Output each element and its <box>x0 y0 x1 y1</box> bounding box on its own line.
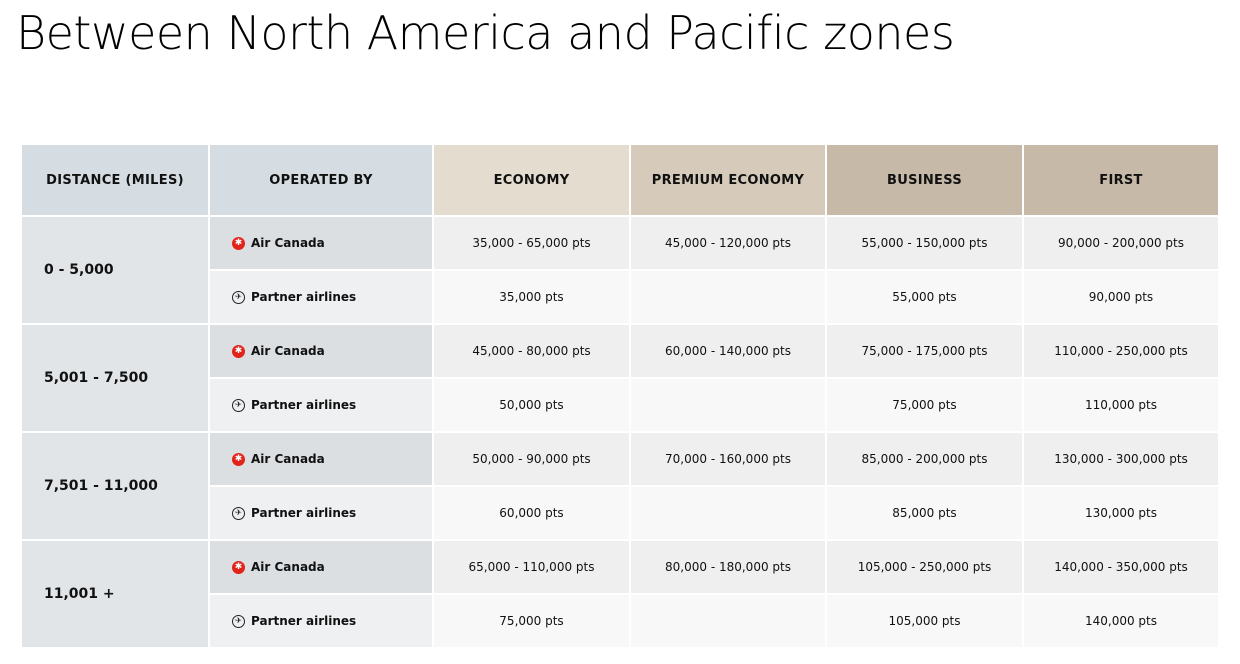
award-chart-table: DISTANCE (MILES) OPERATED BY ECONOMY PREMIU… <box>22 145 1218 647</box>
points-cell: 55,000 - 150,000 pts <box>827 217 1022 269</box>
operator-label: Partner airlines <box>251 614 357 628</box>
points-cell: 105,000 - 250,000 pts <box>827 541 1022 593</box>
plane-icon: ✈ <box>232 614 245 628</box>
points-cell: 75,000 - 175,000 pts <box>827 325 1022 377</box>
column-header: FIRST <box>1024 145 1218 215</box>
distance-cell: 11,001 + <box>22 541 208 647</box>
points-cell <box>631 271 825 323</box>
points-cell: 70,000 - 160,000 pts <box>631 433 825 485</box>
points-cell <box>631 595 825 647</box>
points-cell: 65,000 - 110,000 pts <box>434 541 629 593</box>
operator-label: Air Canada <box>251 560 325 574</box>
points-cell: 60,000 pts <box>434 487 629 539</box>
points-cell: 90,000 - 200,000 pts <box>1024 217 1218 269</box>
points-cell: 75,000 pts <box>434 595 629 647</box>
distance-cell: 0 - 5,000 <box>22 217 208 323</box>
plane-icon: ✈ <box>232 506 245 520</box>
points-cell: 130,000 pts <box>1024 487 1218 539</box>
operator-cell: ✱ Air Canada <box>210 433 432 485</box>
operator-cell: ✈ Partner airlines <box>210 487 432 539</box>
column-header: DISTANCE (MILES) <box>22 145 208 215</box>
operator-cell: ✈ Partner airlines <box>210 595 432 647</box>
operator-cell: ✈ Partner airlines <box>210 379 432 431</box>
points-cell <box>631 487 825 539</box>
maple-leaf-icon: ✱ <box>232 344 245 358</box>
operator-cell: ✈ Partner airlines <box>210 271 432 323</box>
column-header: ECONOMY <box>434 145 629 215</box>
page-title: Between North America and Pacific zones <box>16 6 955 60</box>
points-cell: 80,000 - 180,000 pts <box>631 541 825 593</box>
operator-label: Partner airlines <box>251 398 357 412</box>
operator-cell: ✱ Air Canada <box>210 541 432 593</box>
operator-label: Air Canada <box>251 452 325 466</box>
points-cell: 85,000 pts <box>827 487 1022 539</box>
operator-cell: ✱ Air Canada <box>210 217 432 269</box>
operator-cell: ✱ Air Canada <box>210 325 432 377</box>
operator-label: Air Canada <box>251 344 325 358</box>
maple-leaf-icon: ✱ <box>232 452 245 466</box>
points-cell: 90,000 pts <box>1024 271 1218 323</box>
points-cell: 45,000 - 120,000 pts <box>631 217 825 269</box>
points-cell: 130,000 - 300,000 pts <box>1024 433 1218 485</box>
points-cell: 35,000 pts <box>434 271 629 323</box>
column-header: BUSINESS <box>827 145 1022 215</box>
plane-icon: ✈ <box>232 290 245 304</box>
column-header: OPERATED BY <box>210 145 432 215</box>
column-header: PREMIUM ECONOMY <box>631 145 825 215</box>
points-cell: 50,000 pts <box>434 379 629 431</box>
points-cell: 75,000 pts <box>827 379 1022 431</box>
points-cell: 35,000 - 65,000 pts <box>434 217 629 269</box>
points-cell <box>631 379 825 431</box>
points-cell: 105,000 pts <box>827 595 1022 647</box>
points-cell: 110,000 pts <box>1024 379 1218 431</box>
maple-leaf-icon: ✱ <box>232 236 245 250</box>
operator-label: Partner airlines <box>251 290 357 304</box>
maple-leaf-icon: ✱ <box>232 560 245 574</box>
points-cell: 140,000 pts <box>1024 595 1218 647</box>
points-cell: 140,000 - 350,000 pts <box>1024 541 1218 593</box>
distance-cell: 7,501 - 11,000 <box>22 433 208 539</box>
operator-label: Air Canada <box>251 236 325 250</box>
points-cell: 85,000 - 200,000 pts <box>827 433 1022 485</box>
distance-cell: 5,001 - 7,500 <box>22 325 208 431</box>
operator-label: Partner airlines <box>251 506 357 520</box>
points-cell: 45,000 - 80,000 pts <box>434 325 629 377</box>
points-cell: 110,000 - 250,000 pts <box>1024 325 1218 377</box>
points-cell: 50,000 - 90,000 pts <box>434 433 629 485</box>
plane-icon: ✈ <box>232 398 245 412</box>
points-cell: 55,000 pts <box>827 271 1022 323</box>
points-cell: 60,000 - 140,000 pts <box>631 325 825 377</box>
